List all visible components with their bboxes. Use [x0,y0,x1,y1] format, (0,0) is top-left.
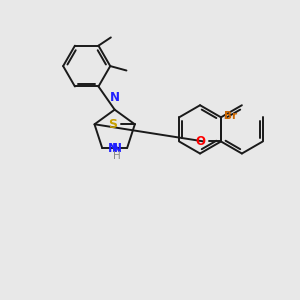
Text: N: N [107,142,118,154]
Text: Br: Br [224,111,238,121]
Text: O: O [195,135,205,148]
Text: H: H [113,151,121,161]
Text: S: S [109,118,118,131]
Text: N: N [110,91,120,104]
Text: N: N [112,142,122,154]
